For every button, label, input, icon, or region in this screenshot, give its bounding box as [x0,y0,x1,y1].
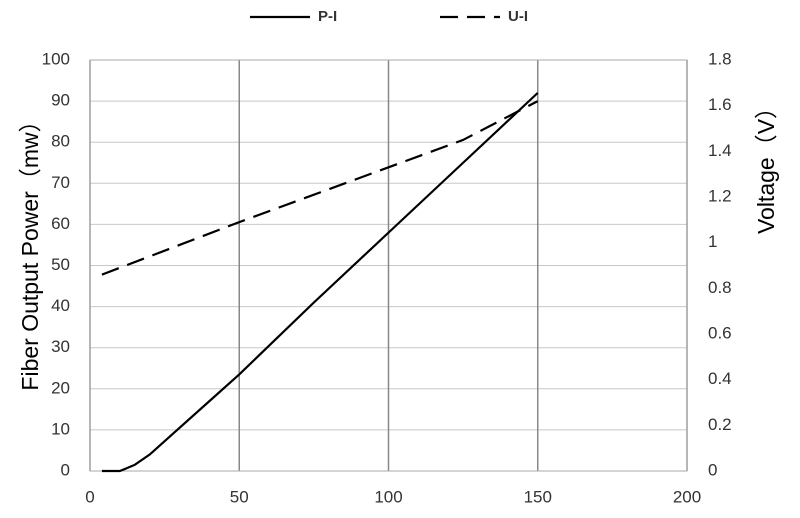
y2-tick-label: 0.4 [708,369,732,388]
y-tick-label: 30 [51,337,70,356]
y2-tick-label: 1.6 [708,95,732,114]
x-tick-label: 100 [374,487,402,506]
y-tick-label: 70 [51,173,70,192]
legend-label: U-I [508,8,528,25]
x-tick-label: 200 [673,487,701,506]
y2-tick-label: 0.6 [708,323,732,342]
y2-tick-label: 0.8 [708,278,732,297]
x-tick-label: 150 [524,487,552,506]
y2-axis-title: Voltage（V） [753,96,779,234]
y2-tick-label: 0 [708,460,717,479]
series-line [101,100,539,276]
y-tick-label: 10 [51,419,70,438]
y2-tick-label: 1.2 [708,186,732,205]
series-line [101,92,539,473]
x-tick-label: 0 [85,487,94,506]
y-tick-label: 60 [51,214,70,233]
y-tick-label: 100 [42,49,70,68]
y-tick-label: 40 [51,296,70,315]
y-tick-label: 50 [51,255,70,274]
y2-tick-label: 0.2 [708,415,732,434]
y-tick-label: 0 [61,460,70,479]
y-tick-label: 20 [51,378,70,397]
plot-border [89,59,688,472]
y2-tick-label: 1.8 [708,49,732,68]
x-tick-label: 50 [230,487,249,506]
y2-tick-label: 1.4 [708,141,732,160]
legend-label: P-I [318,8,337,25]
y-tick-label: 90 [51,91,70,110]
y-axis-title: Fiber Output Power（mw） [17,109,43,390]
y2-tick-label: 1 [708,232,717,251]
y-tick-label: 80 [51,132,70,151]
